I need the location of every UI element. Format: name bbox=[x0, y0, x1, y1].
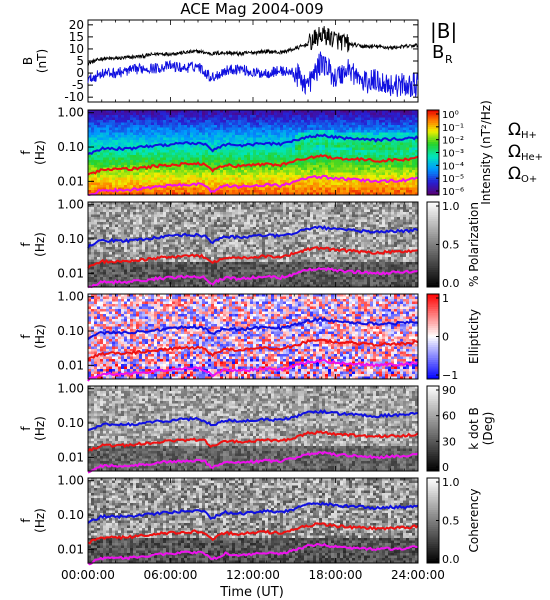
spectrogram-cells bbox=[88, 478, 418, 563]
y-tick-label: 0.01 bbox=[57, 266, 84, 280]
colorbar-tick-label: 10⁻¹ bbox=[442, 123, 464, 134]
colorbar: 10⁰ 10⁻¹ 10⁻² 10⁻³10⁻⁴ 10⁻⁵ 10⁻⁶ Intensity (nT… bbox=[427, 100, 493, 205]
colorbar-tick-label: 0.0 bbox=[442, 553, 460, 566]
colorbar-tick-label: 0 bbox=[442, 461, 449, 474]
legend-omega-h-subscript: H+ bbox=[521, 130, 537, 141]
y-axis-label: f bbox=[19, 426, 33, 431]
colorbar-tick-label: 0.5 bbox=[442, 239, 460, 252]
spectrogram-cells bbox=[88, 202, 418, 287]
x-tick-label: 12:00:00 bbox=[226, 568, 280, 582]
y-tick-label: 0.01 bbox=[57, 358, 84, 372]
y-tick-label: 0.10 bbox=[57, 140, 84, 154]
panel-k-dot-b: 1.00 0.10 0.01 f (Hz) 90 60 30 0 k dot B (Deg) bbox=[19, 382, 495, 474]
colorbar-tick-label: 90 bbox=[442, 384, 456, 397]
y-axis-unit: (Hz) bbox=[33, 140, 47, 165]
panel-coherency: 1.00 0.10 0.01 f (Hz) 1.0 0.5 0.0 Coherency bbox=[19, 474, 481, 566]
y-tick-label: 1.00 bbox=[57, 382, 84, 396]
panel-frame bbox=[88, 20, 418, 102]
y-tick-label: -10 bbox=[64, 90, 84, 104]
colorbar-label: Ellipticity bbox=[467, 309, 481, 364]
series-line-b-magnitude bbox=[88, 26, 418, 65]
spectrogram-cells bbox=[88, 110, 418, 195]
legend-b-r-subscript: R bbox=[445, 53, 453, 66]
colorbar-tick-label: 0.0 bbox=[442, 277, 460, 290]
colorbar: 90 60 30 0 k dot B (Deg) bbox=[427, 384, 495, 474]
colorbar-tick-label: 1.0 bbox=[442, 476, 460, 489]
y-axis-label: f bbox=[19, 242, 33, 247]
y-tick-label: 0.10 bbox=[57, 416, 84, 430]
x-tick-label: 00:00:00 bbox=[61, 568, 115, 582]
x-tick-label: 24:00:00 bbox=[391, 568, 445, 582]
legend-b-r: B bbox=[432, 42, 444, 63]
y-axis-unit: (Hz) bbox=[33, 232, 47, 257]
colorbar-tick-label: −1 bbox=[442, 369, 458, 382]
colorbar-unit: (Deg) bbox=[481, 412, 495, 446]
figure-title: ACE Mag 2004-009 bbox=[180, 0, 323, 18]
y-tick-label: 0.01 bbox=[57, 450, 84, 464]
y-axis-label: f bbox=[19, 334, 33, 339]
colorbar-tick-label: 10⁻² bbox=[442, 136, 464, 147]
legend-omega-he: Ω bbox=[508, 142, 521, 162]
colorbar-tick-label: 30 bbox=[442, 435, 456, 448]
panel-ellipticity: 1.00 0.10 0.01 f (Hz) 1 0 −1 Ellipticity bbox=[19, 290, 481, 382]
x-tick-label: 06:00:00 bbox=[144, 568, 198, 582]
y-axis-unit: (Hz) bbox=[33, 416, 47, 441]
y-axis-unit: (nT) bbox=[35, 49, 49, 73]
colorbar: 1 0 −1 Ellipticity bbox=[427, 292, 481, 382]
legend-omega-o-subscript: O+ bbox=[521, 174, 537, 185]
colorbar: 1.0 0.5 0.0 % Polarization bbox=[427, 200, 481, 290]
legend-omega-he-subscript: He+ bbox=[521, 152, 543, 163]
colorbar-tick-label: 0.5 bbox=[442, 515, 460, 528]
colorbar-tick-label: 1 bbox=[442, 292, 449, 305]
x-tick-label: 18:00:00 bbox=[309, 568, 363, 582]
legend-omega-h: Ω bbox=[508, 120, 521, 140]
y-tick-label: 1.00 bbox=[57, 290, 84, 304]
spectrogram-cells bbox=[88, 294, 418, 379]
y-tick-label: 0.10 bbox=[57, 232, 84, 246]
colorbar-label: Intensity (nT²/Hz) bbox=[479, 100, 493, 205]
colorbar-tick-label: 10⁻⁵ bbox=[442, 174, 464, 185]
y-tick-label: 1.00 bbox=[57, 198, 84, 212]
colorbar-tick-label: 10⁰ bbox=[442, 110, 459, 121]
legend-b-magnitude: |B| bbox=[430, 19, 457, 43]
colorbar: 1.0 0.5 0.0 Coherency bbox=[427, 476, 481, 566]
y-tick-label: 1.00 bbox=[57, 106, 84, 120]
colorbar-label: % Polarization bbox=[467, 202, 481, 287]
series-line-b-r bbox=[88, 52, 418, 98]
y-tick-label: 1.00 bbox=[57, 474, 84, 488]
y-axis-unit: (Hz) bbox=[33, 324, 47, 349]
colorbar-tick-label: 10⁻³ bbox=[442, 149, 464, 160]
colorbar-tick-label: 60 bbox=[442, 410, 456, 423]
y-axis-unit: (Hz) bbox=[33, 508, 47, 533]
y-axis-label: B bbox=[21, 57, 35, 65]
y-tick-label: 0.10 bbox=[57, 508, 84, 522]
colorbar-tick-label: 1.0 bbox=[442, 200, 460, 213]
y-tick-label: 0.10 bbox=[57, 324, 84, 338]
panel-polarization: 1.00 0.10 0.01 f (Hz) 1.0 0.5 0.0 % Polarization bbox=[19, 198, 481, 290]
colorbar-label: k dot B bbox=[467, 407, 481, 449]
colorbar-tick-label: 0 bbox=[442, 331, 449, 344]
colorbar-label: Coherency bbox=[467, 488, 481, 552]
y-axis-label: f bbox=[19, 150, 33, 155]
y-tick-label: 0.01 bbox=[57, 542, 84, 556]
colorbar-tick-label: 10⁻⁴ bbox=[442, 161, 464, 172]
colorbar-tick-label: 10⁻⁶ bbox=[442, 187, 464, 198]
spectrogram-cells bbox=[88, 386, 418, 471]
x-axis-label: Time (UT) bbox=[219, 585, 284, 600]
y-tick-label: 0.01 bbox=[57, 174, 84, 188]
y-axis-label: f bbox=[19, 518, 33, 523]
legend-omega-o: Ω bbox=[508, 164, 521, 184]
panel-intensity: 1.00 0.10 0.01 f (Hz) 10⁰ 10⁻¹ 10⁻² 10⁻³10⁻⁴ 10⁻⁵… bbox=[19, 100, 543, 205]
